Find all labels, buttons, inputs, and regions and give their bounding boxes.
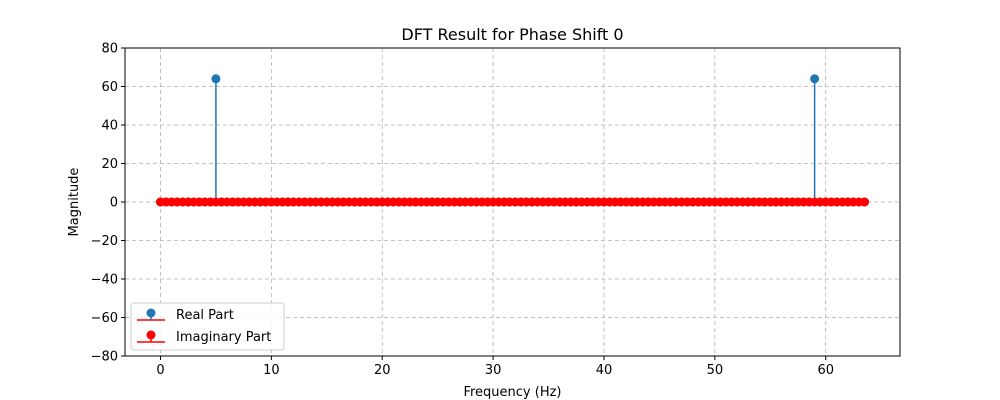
data-marks bbox=[155, 74, 870, 207]
y-tick-label: 80 bbox=[101, 42, 118, 57]
x-tick-label: 50 bbox=[707, 363, 724, 378]
x-tick-label: 0 bbox=[156, 363, 164, 378]
y-tick-label: 20 bbox=[101, 157, 118, 172]
legend: Real Part Imaginary Part bbox=[130, 302, 285, 351]
y-axis-label: Magnitude bbox=[67, 168, 82, 237]
chart-title: DFT Result for Phase Shift 0 bbox=[401, 25, 623, 44]
legend-real-label: Real Part bbox=[176, 308, 234, 323]
y-tick-label: −40 bbox=[91, 273, 118, 288]
y-tick-label: −60 bbox=[91, 311, 118, 326]
x-tick-label: 10 bbox=[263, 363, 280, 378]
plot-area: 0 10 20 30 40 50 60 −80 −60 −40 −20 0 20 40 60 80 bbox=[91, 42, 901, 379]
ticks: 0 10 20 30 40 50 60 −80 −60 −40 −20 0 20 40 60 80 bbox=[91, 42, 834, 379]
y-tick-label: −20 bbox=[91, 234, 118, 249]
legend-imag-marker bbox=[146, 330, 156, 340]
x-tick-label: 40 bbox=[596, 363, 613, 378]
y-tick-label: −80 bbox=[91, 350, 118, 365]
legend-real-marker bbox=[146, 308, 156, 318]
legend-imag-label: Imaginary Part bbox=[176, 330, 271, 345]
x-axis-label: Frequency (Hz) bbox=[463, 385, 561, 400]
x-tick-label: 60 bbox=[817, 363, 834, 378]
legend-box bbox=[130, 302, 285, 351]
y-tick-label: 40 bbox=[101, 119, 118, 134]
y-tick-label: 60 bbox=[101, 80, 118, 95]
y-tick-label: 0 bbox=[110, 196, 118, 211]
x-tick-label: 20 bbox=[374, 363, 391, 378]
imag-point bbox=[860, 197, 870, 207]
real-point bbox=[211, 74, 221, 84]
real-point bbox=[810, 74, 820, 84]
legend-entry-imaginary: Imaginary Part bbox=[137, 330, 271, 345]
x-tick-label: 30 bbox=[485, 363, 502, 378]
legend-entry-real: Real Part bbox=[137, 308, 234, 323]
